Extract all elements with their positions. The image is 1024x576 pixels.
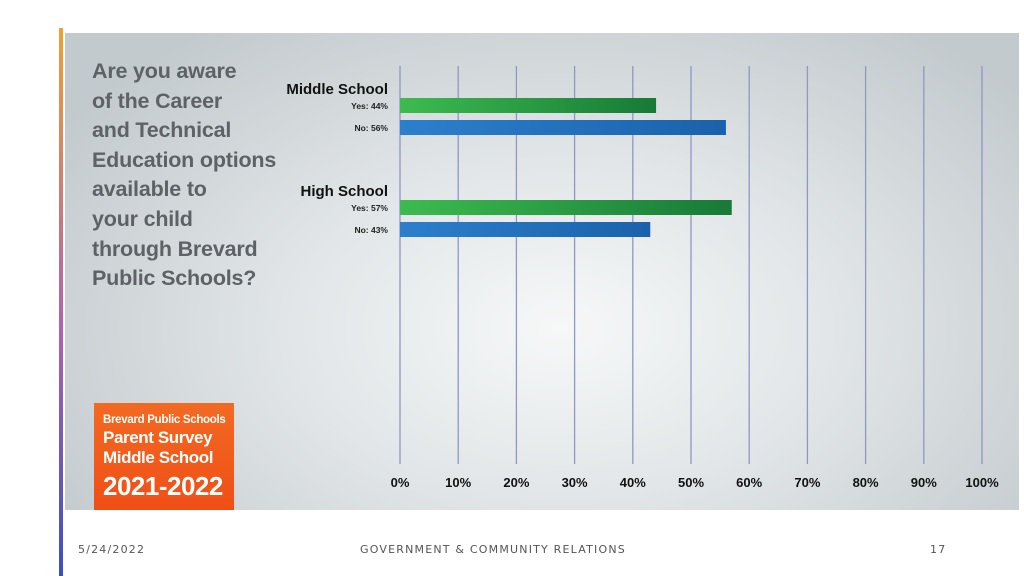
bar-middle-school-yes xyxy=(400,98,657,113)
badge-district: Brevard Public Schools xyxy=(103,414,226,426)
x-tick-label: 0% xyxy=(391,475,410,490)
x-tick-label: 60% xyxy=(736,475,762,490)
x-tick-label: 10% xyxy=(445,475,471,490)
x-tick-label: 80% xyxy=(853,475,879,490)
bar-label: Yes: 44% xyxy=(351,101,388,111)
bar-chart: 0% 10% 20% 30% 40% 50% 60% 70% 80% 90% 100% Middle … xyxy=(286,66,999,490)
bars xyxy=(400,98,732,237)
x-tick-label: 40% xyxy=(620,475,646,490)
badge-survey: Parent Survey xyxy=(103,428,213,447)
group-label: Middle School xyxy=(286,81,388,98)
x-tick-label: 50% xyxy=(678,475,704,490)
x-tick-label: 30% xyxy=(562,475,588,490)
survey-badge: Brevard Public Schools Parent Survey Mid… xyxy=(94,403,234,510)
chart-panel: Are you aware of the Career and Technica… xyxy=(65,33,1019,510)
bar-label: Yes: 57% xyxy=(351,203,388,213)
badge-year: 2021-2022 xyxy=(103,471,223,501)
group-label: High School xyxy=(301,183,389,200)
x-tick-label: 90% xyxy=(911,475,937,490)
bar-high-school-no xyxy=(400,222,651,237)
x-tick-label: 70% xyxy=(794,475,820,490)
labels: 0% 10% 20% 30% 40% 50% 60% 70% 80% 90% 100% Middle … xyxy=(286,81,999,490)
x-tick-label: 100% xyxy=(965,475,999,490)
accent-line xyxy=(59,28,63,576)
x-tick-label: 20% xyxy=(503,475,529,490)
badge-school-level: Middle School xyxy=(103,448,214,467)
survey-question: Are you aware of the Career and Technica… xyxy=(92,59,277,291)
bar-high-school-yes xyxy=(400,200,732,215)
bar-label: No: 43% xyxy=(354,225,388,235)
bar-middle-school-no xyxy=(400,120,726,135)
bar-label: No: 56% xyxy=(354,123,388,133)
footer-page-number: 17 xyxy=(930,543,947,556)
footer-date: 5/24/2022 xyxy=(78,543,146,556)
footer-org: GOVERNMENT & COMMUNITY RELATIONS xyxy=(360,543,626,556)
